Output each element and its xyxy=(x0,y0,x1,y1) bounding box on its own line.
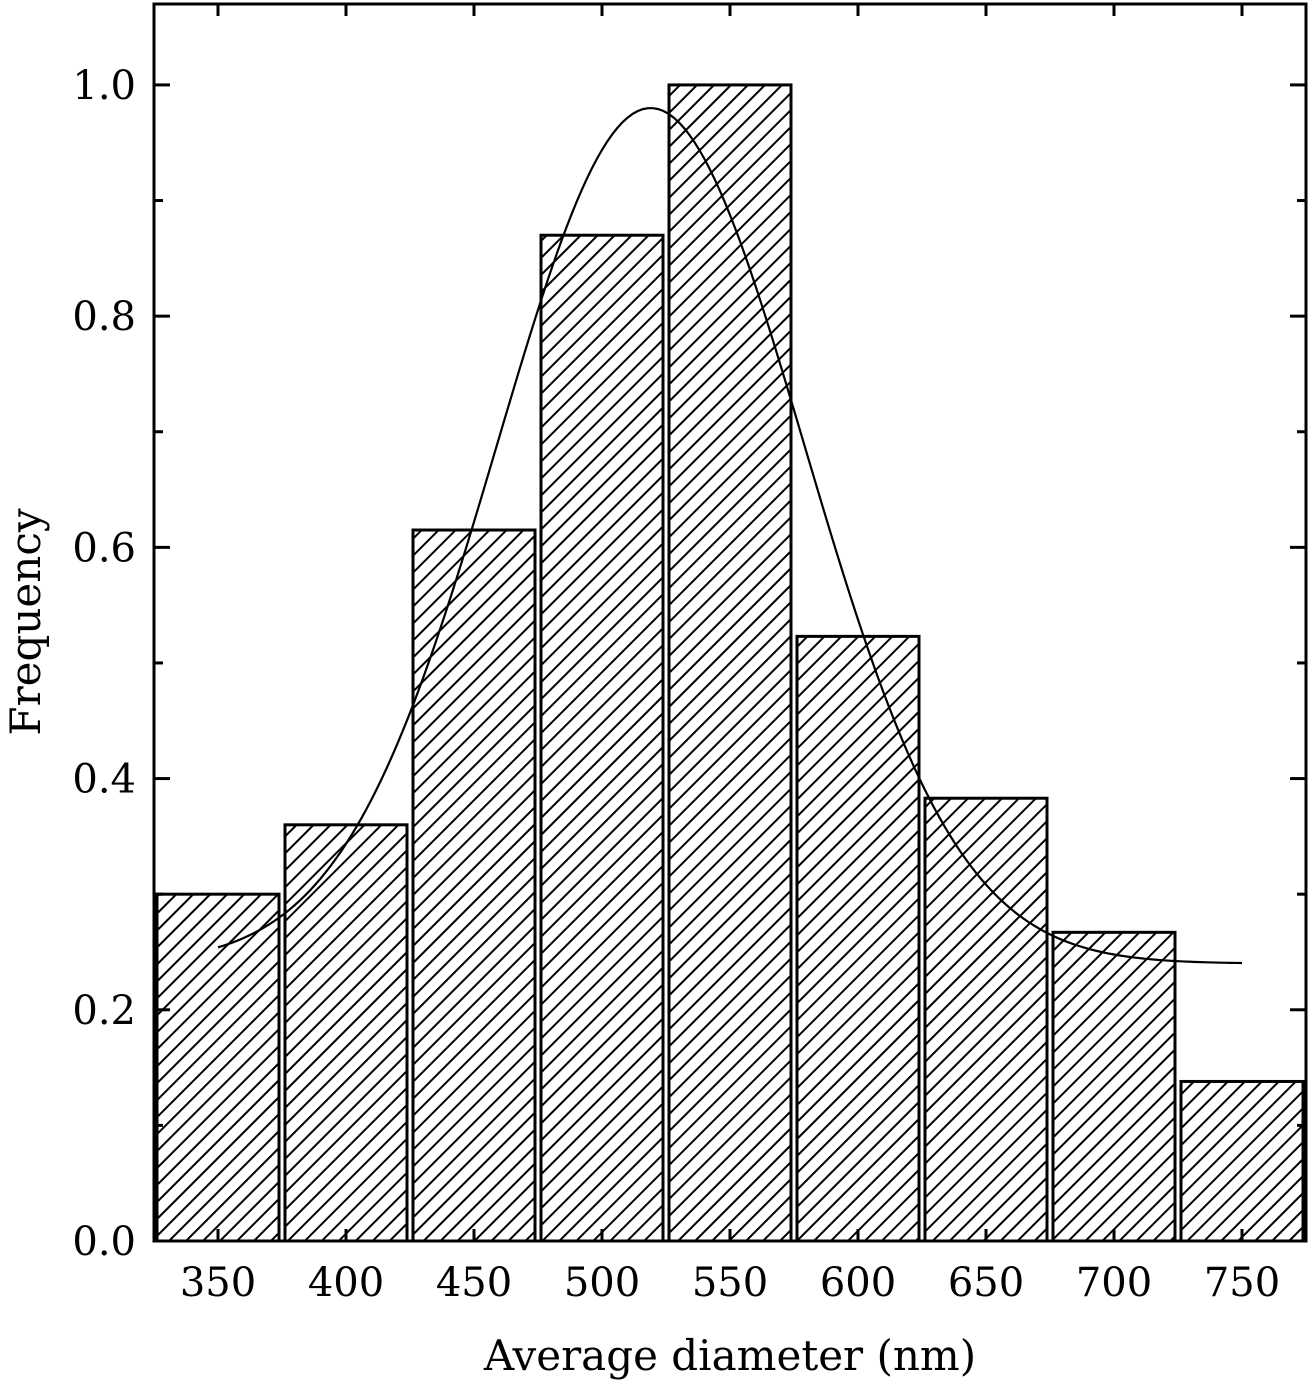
histogram-bar xyxy=(923,796,1049,1243)
x-tick-label: 450 xyxy=(436,1260,512,1306)
x-tick-label: 550 xyxy=(692,1260,768,1306)
y-tick-label: 0.8 xyxy=(72,294,136,340)
y-tick-label: 0.0 xyxy=(72,1219,136,1265)
histogram-bar xyxy=(283,823,409,1243)
x-axis-ticks: 350 400 450 500 550 600 650 700 750 xyxy=(180,4,1280,1306)
histogram-bar xyxy=(411,528,537,1243)
histogram-bar xyxy=(539,233,665,1243)
y-tick-label: 0.4 xyxy=(72,757,136,803)
histogram-bar xyxy=(795,634,921,1243)
x-axis-label: Average diameter (nm) xyxy=(483,1331,976,1380)
y-axis-label: Frequency xyxy=(1,508,50,735)
x-tick-label: 600 xyxy=(820,1260,896,1306)
histogram-bar xyxy=(155,892,281,1243)
x-tick-label: 500 xyxy=(564,1260,640,1306)
histogram-bar xyxy=(667,83,793,1243)
y-tick-label: 0.2 xyxy=(72,988,136,1034)
x-tick-label: 750 xyxy=(1204,1260,1280,1306)
y-tick-label: 0.6 xyxy=(72,525,136,571)
histogram-bars xyxy=(155,83,1305,1243)
x-tick-label: 700 xyxy=(1076,1260,1152,1306)
y-axis-ticks: 0.0 0.2 0.4 0.6 0.8 1.0 xyxy=(72,63,1306,1265)
x-tick-label: 350 xyxy=(180,1260,256,1306)
x-tick-label: 650 xyxy=(948,1260,1024,1306)
histogram-bar xyxy=(1051,930,1177,1243)
x-tick-label: 400 xyxy=(308,1260,384,1306)
y-tick-label: 1.0 xyxy=(72,63,136,109)
gaussian-fit-line xyxy=(217,107,1243,965)
histogram-bar xyxy=(1179,1079,1305,1243)
